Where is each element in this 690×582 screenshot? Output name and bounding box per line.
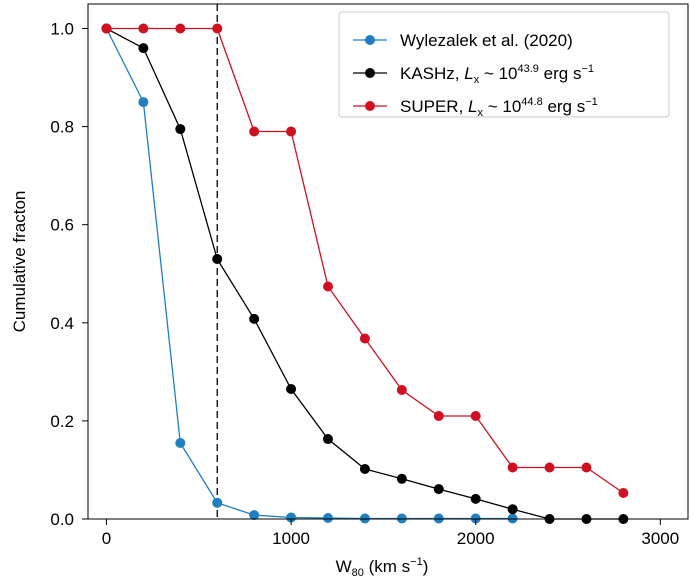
y-tick-label: 0.6 bbox=[50, 216, 74, 235]
data-point-0-3 bbox=[212, 497, 223, 508]
data-point-1-4 bbox=[249, 313, 260, 324]
data-point-2-12 bbox=[544, 462, 555, 473]
x-tick-label: 2000 bbox=[457, 529, 495, 548]
data-point-2-7 bbox=[359, 333, 370, 344]
y-tick-label: 0.4 bbox=[50, 314, 74, 333]
legend-marker-1 bbox=[365, 68, 375, 78]
data-point-1-3 bbox=[212, 254, 223, 265]
legend-marker-0 bbox=[365, 35, 375, 45]
data-point-0-5 bbox=[286, 512, 297, 523]
legend-box bbox=[338, 11, 670, 118]
x-axis-label: W80 (km s−1) bbox=[336, 556, 429, 579]
plot-frame bbox=[87, 3, 689, 520]
data-point-2-9 bbox=[433, 411, 444, 421]
data-point-0-6 bbox=[323, 513, 333, 524]
plot-area bbox=[101, 4, 629, 524]
data-point-2-3 bbox=[212, 23, 223, 34]
axes: 0 1000 2000 3000 0.0 0.2 0.4 0.6 0.8 1.0 bbox=[50, 3, 689, 548]
y-tick-label: 0.8 bbox=[50, 118, 74, 137]
data-point-0-2 bbox=[175, 437, 186, 448]
data-point-1-6 bbox=[323, 434, 333, 445]
data-point-0-1 bbox=[138, 97, 149, 108]
data-point-2-2 bbox=[175, 23, 186, 34]
y-tick-label: 0.0 bbox=[50, 510, 74, 529]
legend-label-2: SUPER, Lx ~ 1044.8 erg s−1 bbox=[400, 96, 598, 119]
legend: Wylezalek et al. (2020) KASHz, Lx ~ 1043.… bbox=[338, 11, 670, 119]
data-point-1-11 bbox=[507, 504, 518, 515]
data-point-2-1 bbox=[138, 23, 149, 34]
x-tick-label: 0 bbox=[102, 529, 111, 548]
data-point-1-8 bbox=[396, 473, 407, 484]
data-point-2-5 bbox=[286, 126, 297, 137]
legend-label-0: Wylezalek et al. (2020) bbox=[400, 31, 573, 50]
y-tick-label: 1.0 bbox=[50, 20, 74, 39]
y-axis-label: Cumulative fracton bbox=[10, 191, 29, 333]
data-point-2-10 bbox=[470, 411, 481, 421]
data-point-2-4 bbox=[249, 126, 260, 137]
data-point-1-10 bbox=[470, 493, 481, 504]
data-point-2-11 bbox=[507, 462, 518, 473]
data-point-0-4 bbox=[249, 510, 260, 521]
legend-label-1: KASHz, Lx ~ 1043.9 erg s−1 bbox=[400, 63, 594, 86]
data-point-1-7 bbox=[359, 463, 370, 474]
data-point-2-6 bbox=[323, 281, 333, 292]
data-point-1-9 bbox=[433, 484, 444, 495]
data-point-1-5 bbox=[286, 384, 297, 395]
data-point-2-0 bbox=[101, 23, 112, 34]
data-point-1-1 bbox=[138, 43, 149, 54]
legend-marker-2 bbox=[365, 101, 375, 111]
data-point-1-2 bbox=[175, 124, 186, 135]
data-point-2-14 bbox=[618, 488, 629, 499]
y-tick-label: 0.2 bbox=[50, 412, 74, 431]
x-tick-label: 1000 bbox=[272, 529, 310, 548]
data-point-2-13 bbox=[581, 462, 592, 473]
data-point-2-8 bbox=[396, 385, 407, 396]
x-tick-label: 3000 bbox=[641, 529, 679, 548]
